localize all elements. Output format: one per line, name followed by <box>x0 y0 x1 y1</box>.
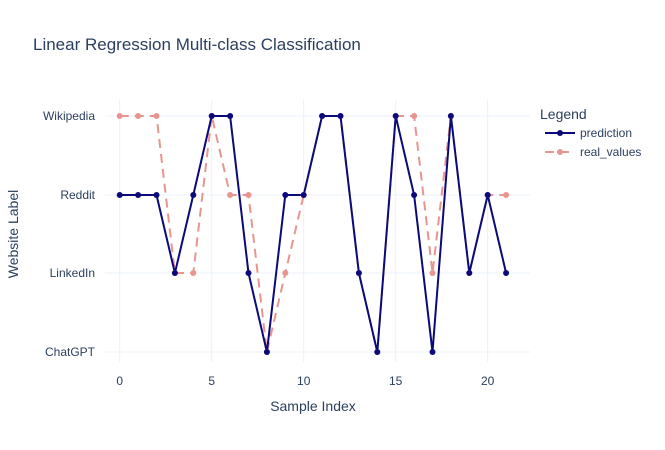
series-lines <box>119 115 508 353</box>
data-point-real_values[interactable] <box>116 113 123 119</box>
data-point-prediction[interactable] <box>355 270 362 276</box>
x-tick-label: 20 <box>481 374 495 388</box>
data-point-prediction[interactable] <box>282 192 289 198</box>
legend-title: Legend <box>540 106 587 122</box>
data-point-prediction[interactable] <box>300 192 307 198</box>
data-point-prediction[interactable] <box>484 192 491 198</box>
y-axis-title: Website Label <box>5 190 21 278</box>
x-tick-label: 10 <box>297 374 311 388</box>
data-point-prediction[interactable] <box>447 113 454 119</box>
y-tick-label: Reddit <box>60 188 95 202</box>
data-point-real_values[interactable] <box>429 270 436 276</box>
data-point-real_values[interactable] <box>245 192 252 198</box>
data-point-real_values[interactable] <box>411 113 418 119</box>
data-point-prediction[interactable] <box>503 270 510 276</box>
data-point-prediction[interactable] <box>208 113 215 119</box>
data-point-prediction[interactable] <box>171 270 178 276</box>
data-point-prediction[interactable] <box>337 113 344 119</box>
y-tick-labels: ChatGPT LinkedIn Reddit Wikipedia <box>43 109 96 359</box>
chart-title: Linear Regression Multi-class Classifica… <box>33 35 361 54</box>
legend-marker <box>557 149 563 155</box>
x-tick-label: 15 <box>389 374 403 388</box>
legend-item-prediction[interactable]: prediction <box>545 126 632 140</box>
data-point-real_values[interactable] <box>153 113 160 119</box>
data-point-real_values[interactable] <box>227 192 234 198</box>
x-axis-title: Sample Index <box>270 398 356 414</box>
data-point-real_values[interactable] <box>190 270 197 276</box>
x-tick-label: 0 <box>116 374 123 388</box>
data-point-prediction[interactable] <box>245 270 252 276</box>
legend-label: real_values <box>580 145 641 159</box>
data-point-prediction[interactable] <box>374 349 381 355</box>
data-point-prediction[interactable] <box>392 113 399 119</box>
data-point-prediction[interactable] <box>263 349 270 355</box>
y-tick-label: Wikipedia <box>43 109 95 123</box>
legend-marker <box>557 130 563 136</box>
data-point-prediction[interactable] <box>227 113 234 119</box>
series-points <box>116 113 510 355</box>
y-tick-label: LinkedIn <box>50 266 95 280</box>
x-tick-label: 5 <box>208 374 215 388</box>
legend[interactable]: Legend prediction real_values <box>540 106 641 159</box>
data-point-prediction[interactable] <box>319 113 326 119</box>
data-point-prediction[interactable] <box>429 349 436 355</box>
data-point-prediction[interactable] <box>190 192 197 198</box>
legend-label: prediction <box>580 126 632 140</box>
data-point-real_values[interactable] <box>503 192 510 198</box>
series-line-prediction <box>119 115 508 353</box>
legend-item-real_values[interactable]: real_values <box>545 145 641 159</box>
data-point-prediction[interactable] <box>116 192 123 198</box>
data-point-prediction[interactable] <box>135 192 142 198</box>
x-tick-labels: 0 5 10 15 20 <box>116 374 494 388</box>
data-point-real_values[interactable] <box>282 270 289 276</box>
data-point-real_values[interactable] <box>135 113 142 119</box>
data-point-prediction[interactable] <box>411 192 418 198</box>
data-point-prediction[interactable] <box>153 192 160 198</box>
y-tick-label: ChatGPT <box>45 345 96 359</box>
data-point-prediction[interactable] <box>466 270 473 276</box>
